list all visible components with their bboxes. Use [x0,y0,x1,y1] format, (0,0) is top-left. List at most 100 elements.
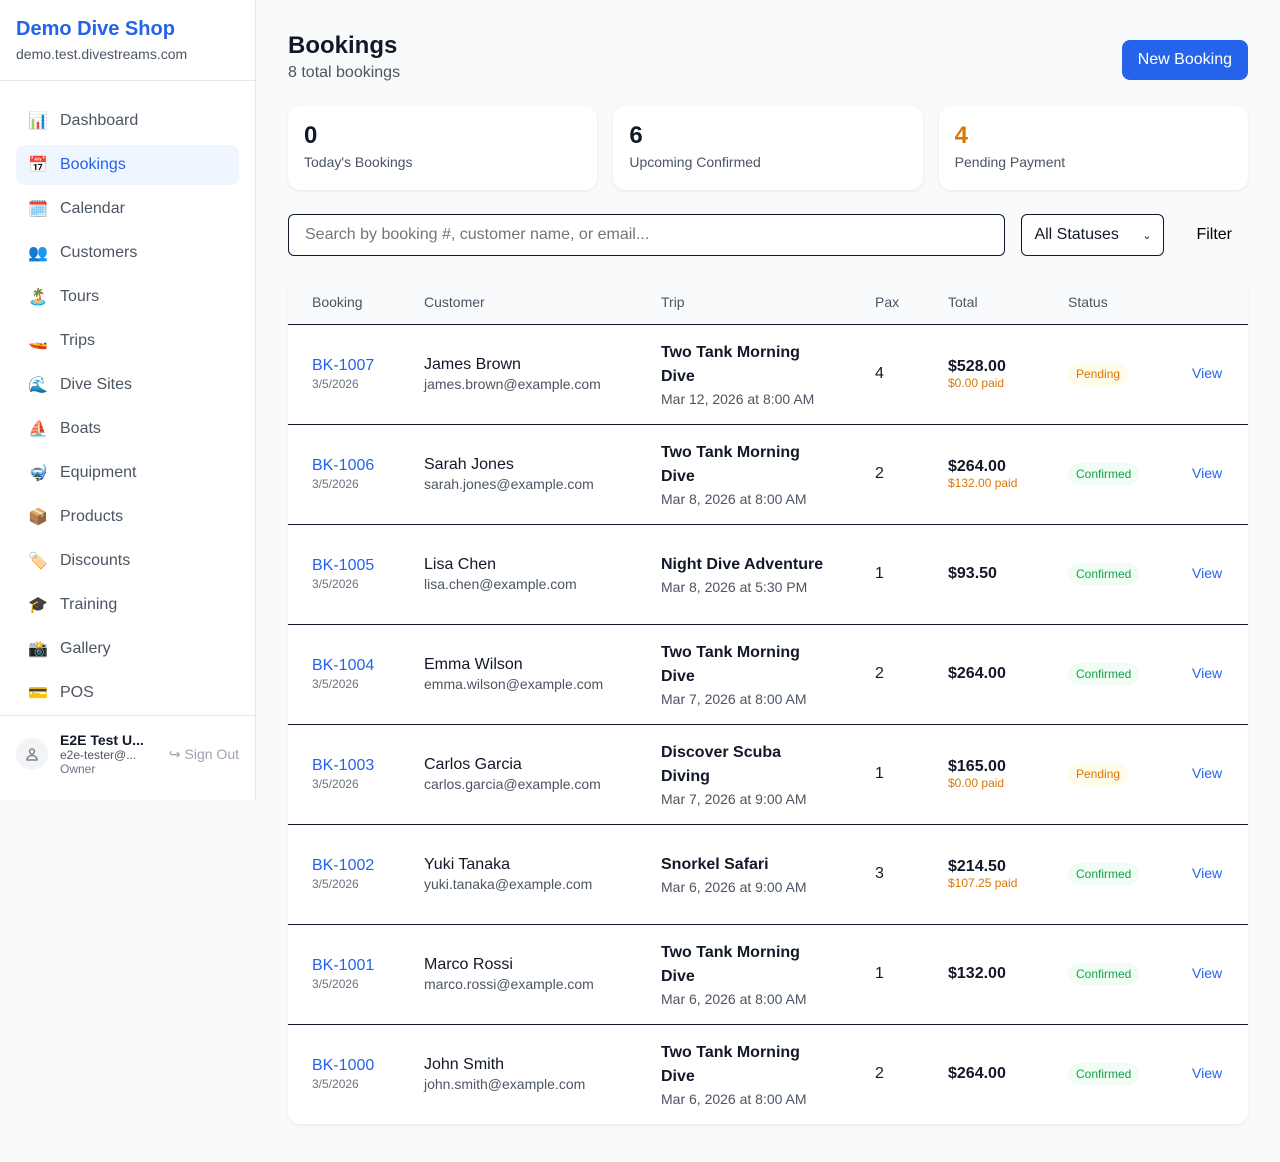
view-link[interactable]: View [1192,965,1223,981]
calendar-icon: 🗓️ [28,201,48,218]
trip-name: Night Dive Adventure [661,556,824,573]
trip-name: Two Tank Morning Dive [661,644,800,685]
customer-name: Emma Wilson [424,656,523,673]
view-link[interactable]: View [1192,1065,1223,1082]
customer-email: james.brown@example.com [424,376,601,392]
pax-count: 3 [851,824,924,925]
booking-date: 3/5/2026 [312,977,359,991]
sidebar-item-label: Equipment [60,464,137,481]
sidebar-item-gallery[interactable]: 📸 Gallery [16,629,239,669]
status-badge: Confirmed [1068,1063,1140,1086]
sidebar-item-calendar[interactable]: 🗓️ Calendar [16,189,239,229]
bookings-table: Booking Customer Trip Pax Total Status BK-100… [288,280,1248,1124]
column-header: Total [924,280,1044,325]
new-booking-button[interactable]: New Booking [1121,40,1248,80]
filter-button[interactable]: Filter [1180,226,1248,244]
sidebar-item-dive-sites[interactable]: 🌊 Dive Sites [16,365,239,405]
customer-name: Carlos Garcia [424,756,522,773]
booking-id-link[interactable]: BK-1006 [312,457,375,474]
sign-out-icon: ↪ [168,745,181,762]
stat-value: 6 [629,122,643,149]
sidebar-item-label: Boats [60,420,101,437]
customers-icon: 👥 [28,245,48,262]
status-badge: Pending [1068,763,1129,785]
user-role: Owner [60,762,96,776]
sidebar-item-equipment[interactable]: 🤿 Equipment [16,453,239,493]
status-badge: Confirmed [1068,963,1140,985]
paid-amount: $0.00 paid [948,376,1005,390]
booking-id-link[interactable]: BK-1004 [312,657,375,674]
customer-email: emma.wilson@example.com [424,676,604,692]
booking-id-link[interactable]: BK-1003 [312,757,375,774]
chevron-down-icon: ⌄ [1142,229,1152,242]
view-link[interactable]: View [1192,665,1223,681]
pax-count: 2 [875,1065,884,1083]
brand: Demo Dive Shop demo.test.divestreams.com [0,0,255,81]
table-row: BK-1002 3/5/2026 Yuki Tanaka yuki.tanaka@e… [288,824,1248,925]
column-header: Trip [637,280,851,325]
sidebar-item-customers[interactable]: 👥 Customers [16,233,239,273]
status-select[interactable]: All Statuses ⌄ [1021,214,1165,256]
paid-amount: $107.25 paid [948,876,1018,890]
sidebar-item-discounts[interactable]: 🏷️ Discounts [16,541,239,581]
sidebar-item-dashboard[interactable]: 📊 Dashboard [16,101,239,141]
pax-count: 1 [851,924,924,1025]
table-row: BK-1007 3/5/2026 James Brown james.brown@e… [288,324,1248,425]
sign-out-label: Sign Out [184,745,239,762]
status-badge: Pending [1068,363,1129,385]
booking-id-link[interactable]: BK-1001 [312,957,375,974]
column-header [1168,280,1248,325]
booking-id-link[interactable]: BK-1000 [312,1057,375,1075]
pos-icon: 💳 [28,685,48,702]
column-header: Pax [851,280,924,325]
sidebar-item-pos[interactable]: 💳 POS [16,673,239,713]
sidebar-item-training[interactable]: 🎓 Training [16,585,239,625]
view-link[interactable]: View [1192,565,1223,581]
booking-id-link[interactable]: BK-1005 [312,557,375,574]
column-header: Booking [288,280,400,325]
filter-bar: All Statuses ⌄ Filter [288,214,1248,256]
status-badge: Confirmed [1068,863,1140,885]
discounts-icon: 🏷️ [28,553,48,570]
sidebar-item-tours[interactable]: 🏝️ Tours [16,277,239,317]
dive-sites-icon: 🌊 [28,377,48,394]
booking-date: 3/5/2026 [312,677,359,691]
trip-time: Mar 12, 2026 at 8:00 AM [661,391,815,407]
trip-name: Two Tank Morning Dive [661,444,800,485]
view-link[interactable]: View [1192,365,1223,381]
sidebar-item-trips[interactable]: 🚤 Trips [16,321,239,361]
customer-name: Yuki Tanaka [424,856,510,873]
sidebar-item-bookings[interactable]: 📅 Bookings [16,145,239,185]
total-amount: $528.00 [948,358,1006,375]
booking-id-link[interactable]: BK-1002 [312,857,375,874]
pax-count: 1 [851,724,924,825]
bookings-icon: 📅 [28,157,48,174]
pax-count: 2 [851,624,924,725]
stat-card: 0 Today's Bookings [288,106,598,190]
shop-name[interactable]: Demo Dive Shop [16,18,175,40]
sign-out-button[interactable]: ↪ Sign Out [169,746,239,763]
sidebar-item-label: Discounts [60,552,131,569]
sidebar-item-products[interactable]: 📦 Products [16,497,239,537]
view-link[interactable]: View [1192,765,1223,781]
customer-name: John Smith [424,1056,505,1074]
sidebar-item-label: Dive Sites [60,376,133,393]
table-row: BK-1003 3/5/2026 Carlos Garcia carlos.garc… [288,724,1248,825]
paid-amount: $132.00 paid [948,476,1018,490]
table-row: BK-1006 3/5/2026 Sarah Jones sarah.jones@e… [288,424,1248,525]
search-input[interactable] [288,214,1006,256]
booking-id-link[interactable]: BK-1007 [312,357,375,374]
view-link[interactable]: View [1192,465,1223,481]
gallery-icon: 📸 [28,641,48,658]
view-link[interactable]: View [1192,865,1223,881]
trip-time: Mar 8, 2026 at 5:30 PM [661,579,808,595]
sidebar-item-boats[interactable]: ⛵ Boats [16,409,239,449]
trip-name: Discover Scuba Diving [661,744,782,785]
trip-name: Snorkel Safari [661,856,769,873]
trip-time: Mar 8, 2026 at 8:00 AM [661,491,807,507]
total-amount: $264.00 [948,665,1006,682]
table-row: BK-1001 3/5/2026 Marco Rossi marco.rossi@e… [288,924,1248,1025]
pax-count: 2 [851,424,924,525]
sidebar-item-label: POS [60,684,94,701]
booking-date: 3/5/2026 [312,1077,359,1092]
